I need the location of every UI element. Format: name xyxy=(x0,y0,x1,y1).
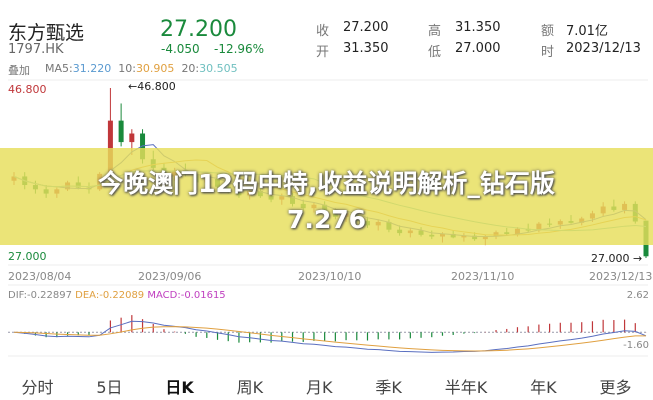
date-label: 2023/08/04 xyxy=(8,270,72,283)
tab-monthly[interactable]: 月K xyxy=(306,378,333,397)
min-price-marker: 27.000 → xyxy=(591,252,643,265)
dea-line xyxy=(13,326,647,352)
banner-line1: 今晚澳门12码中特,收益说明解析_钻石版 xyxy=(98,169,555,198)
ma20-value: 30.505 xyxy=(199,62,238,75)
max-price-marker: ←46.800 xyxy=(128,80,176,93)
close-label: 收 xyxy=(316,24,330,39)
tab-weekly[interactable]: 周K xyxy=(236,378,264,397)
tab-yearly[interactable]: 年K xyxy=(530,378,557,397)
ma5-value: 31.220 xyxy=(72,62,112,75)
ma10-label: 10: xyxy=(118,62,136,75)
candle-body xyxy=(107,120,113,174)
price-change: -4.050 xyxy=(161,42,200,56)
time-value: 2023/12/13 xyxy=(566,41,641,56)
candle-body xyxy=(118,120,124,143)
high-value: 31.350 xyxy=(455,20,501,35)
macd-max: 2.62 xyxy=(626,290,649,301)
stock-price: 27.200 xyxy=(160,17,237,42)
dif-line xyxy=(13,320,647,353)
high-label: 高 xyxy=(428,24,442,39)
tab-5day[interactable]: 5日 xyxy=(96,378,123,397)
tab-more[interactable]: 更多 xyxy=(599,378,632,397)
ma20-label: 20: xyxy=(181,62,200,75)
tab-quarterly[interactable]: 季K xyxy=(375,378,402,397)
candle-body xyxy=(129,133,135,143)
ma5-label: MA5: xyxy=(45,62,73,75)
date-label: 2023/12/13 xyxy=(589,270,653,283)
tab-intraday[interactable]: 分时 xyxy=(21,378,54,397)
date-label: 2023/10/10 xyxy=(298,270,362,283)
low-label: 低 xyxy=(428,45,442,60)
banner-line2: 7.276 xyxy=(286,205,367,234)
open-value: 31.350 xyxy=(343,41,389,56)
amount-value: 7.01亿 xyxy=(566,24,608,39)
date-label: 2023/11/10 xyxy=(451,270,515,283)
tab-daily[interactable]: 日K xyxy=(165,378,194,397)
promo-banner xyxy=(0,148,653,245)
low-value: 27.000 xyxy=(455,41,501,56)
date-label: 2023/09/06 xyxy=(138,270,202,283)
dea-value: DEA:-0.22089 xyxy=(75,290,145,301)
price-change-pct: -12.96% xyxy=(214,42,265,56)
ma-legend: MA5:31.220 10:30.905 20:30.505 xyxy=(45,62,238,75)
close-value: 27.200 xyxy=(343,20,389,35)
open-label: 开 xyxy=(316,45,330,60)
min-price-label: 27.000 xyxy=(8,250,47,263)
macd-legend: DIF:-0.22897 DEA:-0.22089 MACD:-0.01615 xyxy=(8,290,226,301)
dif-value: DIF:-0.22897 xyxy=(8,290,72,301)
amount-label: 额 xyxy=(541,24,555,39)
ma10-value: 30.905 xyxy=(135,62,175,75)
max-price-label: 46.800 xyxy=(8,83,47,96)
tab-halfyear[interactable]: 半年K xyxy=(444,378,488,397)
macd-value: MACD:-0.01615 xyxy=(147,290,226,301)
stock-code: 1797.HK xyxy=(8,42,64,57)
macd-min: -1.60 xyxy=(623,340,649,351)
stock-name: 东方甄选 xyxy=(8,22,85,44)
time-label: 时 xyxy=(541,45,555,60)
period-tabs: 分时 5日 日K 周K 月K 季K 半年K 年K 更多 xyxy=(0,370,653,400)
overlay-button[interactable]: 叠加 xyxy=(8,64,30,77)
